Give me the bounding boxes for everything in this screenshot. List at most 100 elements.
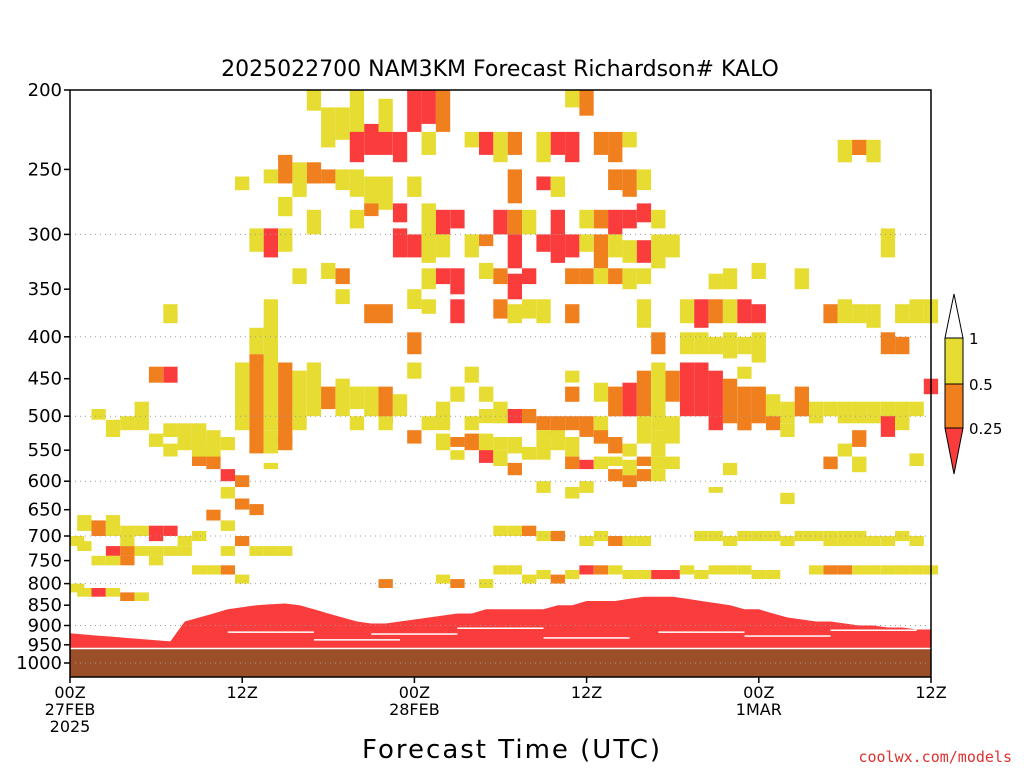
heatmap-cell <box>507 437 522 454</box>
heatmap-cell <box>708 299 723 324</box>
heatmap-cell <box>837 139 852 163</box>
heatmap-cell <box>163 304 178 324</box>
heatmap-cell <box>909 453 924 466</box>
heatmap-cell <box>651 456 666 470</box>
y-tick-label: 850 <box>28 595 62 616</box>
heatmap-cell <box>278 362 293 444</box>
heatmap-cell <box>823 565 838 575</box>
heatmap-cell <box>378 131 393 155</box>
heatmap-cell <box>479 450 494 463</box>
heatmap-cell <box>608 131 623 163</box>
heatmap-cell <box>148 433 164 447</box>
heatmap-cell <box>335 268 350 285</box>
axes: 200 250 300 350 400 450 500 550 600 650 700 7508008… <box>16 80 947 736</box>
heatmap-cell <box>249 437 264 454</box>
x-tick-label: 00Z <box>399 683 430 702</box>
heatmap-cell <box>622 475 637 488</box>
heatmap-cell <box>852 401 867 424</box>
heatmap-cell <box>450 579 465 588</box>
y-tick-label: 250 <box>28 159 62 180</box>
y-tick-label: 750 <box>28 551 62 572</box>
heatmap-cell <box>722 536 738 546</box>
heatmap-cell <box>593 565 609 575</box>
heatmap-cell <box>665 416 680 444</box>
heatmap-cell <box>809 530 824 542</box>
heatmap-cell <box>306 362 322 417</box>
band-streak <box>744 635 831 637</box>
plot-frame <box>69 89 932 678</box>
heatmap-cell <box>852 430 867 447</box>
heatmap-cell <box>349 416 365 431</box>
heatmap-cell <box>134 525 149 536</box>
heatmap-cell <box>206 565 221 575</box>
heatmap-cell <box>852 304 867 324</box>
heatmap-cell <box>263 546 278 556</box>
heatmap-cell <box>751 262 766 279</box>
heatmap-cell <box>263 362 278 431</box>
heatmap-cell <box>378 176 393 210</box>
heatmap-cell <box>278 437 293 451</box>
heatmap-cell <box>895 530 910 542</box>
heatmap-cell <box>464 234 479 258</box>
heatmap-cell <box>880 565 896 575</box>
heatmap-cell <box>579 416 594 437</box>
legend-arrow-bottom <box>944 427 964 475</box>
heatmap-cell <box>622 268 637 290</box>
heatmap-cell <box>694 299 709 328</box>
heatmap-cell <box>220 520 235 531</box>
heatmap-cell <box>880 416 896 437</box>
heatmap-cell <box>263 323 278 363</box>
heatmap-cell <box>235 362 250 431</box>
heatmap-cell <box>464 433 479 451</box>
heatmap-cell <box>493 209 508 235</box>
heatmap-cell <box>766 530 781 542</box>
heatmap-cell <box>450 209 465 229</box>
heatmap-cell <box>837 401 852 424</box>
heatmap-cell <box>493 450 508 466</box>
heatmap-cell <box>651 570 666 580</box>
heatmap-cell <box>579 565 594 575</box>
heatmap-cell <box>550 430 565 451</box>
heatmap-cell <box>349 386 365 410</box>
heatmap-cell <box>435 574 451 584</box>
heatmap-cell <box>622 240 637 263</box>
heatmap-cell <box>722 268 738 290</box>
heatmap-cell <box>263 169 278 184</box>
heatmap-cell <box>163 366 178 383</box>
heatmap-cell <box>565 456 580 470</box>
heatmap-cell <box>536 176 551 191</box>
heatmap-cell <box>536 416 551 431</box>
heatmap-cell <box>550 176 565 197</box>
heatmap-cell <box>866 139 881 163</box>
heatmap-cell <box>464 366 479 383</box>
y-tick-label: 400 <box>28 327 62 348</box>
heatmap-cell <box>493 525 508 536</box>
heatmap-cell <box>622 131 637 148</box>
heatmap-cell <box>435 209 451 235</box>
heatmap-cell <box>636 536 652 546</box>
heatmap-cell <box>608 536 623 546</box>
y-tick-label: 500 <box>28 406 62 427</box>
heatmap-cell <box>766 394 781 417</box>
heatmap-cell <box>622 382 637 417</box>
heatmap-cell <box>622 536 637 546</box>
heatmap-cell <box>507 209 522 235</box>
heatmap-cell <box>220 546 235 556</box>
heatmap-cell <box>450 386 465 402</box>
heatmap-cell <box>522 446 537 460</box>
heatmap-cell <box>421 90 436 124</box>
chart-title: 2025022700 NAM3KM Forecast Richardson# K… <box>221 57 779 82</box>
heatmap-cell <box>694 570 709 580</box>
heatmap-cell <box>665 370 680 402</box>
heatmap-cell <box>392 228 408 258</box>
heatmap-cell <box>407 362 422 379</box>
legend-arrow-top <box>944 293 964 339</box>
heatmap-cell <box>536 131 551 163</box>
heatmap-cell <box>823 401 838 417</box>
heatmap-cell <box>737 366 752 379</box>
heatmap-cell <box>550 574 565 584</box>
heatmap-cell <box>794 268 809 290</box>
heatmap-cell <box>579 268 594 285</box>
heatmap-cell <box>450 437 465 447</box>
